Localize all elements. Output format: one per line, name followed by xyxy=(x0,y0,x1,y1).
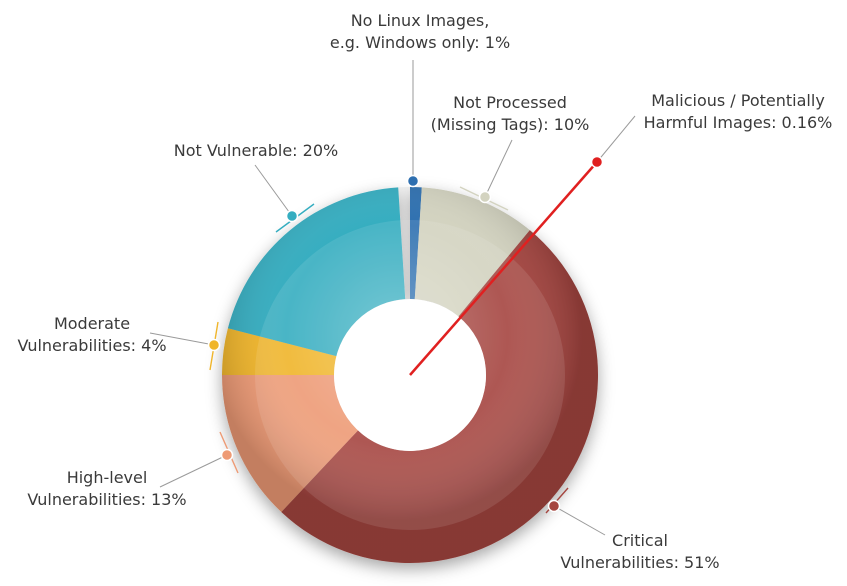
label-line: Vulnerabilities: 4% xyxy=(17,336,166,355)
label-line: Critical xyxy=(612,531,668,550)
malicious-indicator xyxy=(409,161,598,376)
marker-dot xyxy=(478,190,492,204)
label-no-linux-images: No Linux Images, e.g. Windows only: 1% xyxy=(330,11,510,52)
marker-dot xyxy=(207,338,221,352)
label-line: (Missing Tags): 10% xyxy=(431,115,590,134)
label-line: e.g. Windows only: 1% xyxy=(330,33,510,52)
label-line: Vulnerabilities: 13% xyxy=(27,490,186,509)
slice-malicious-needle xyxy=(409,161,598,376)
leader-line xyxy=(484,139,513,198)
label-not-vulnerable-20: Not Vulnerable: 20% xyxy=(174,141,338,160)
marker-dot xyxy=(285,209,299,223)
label-line: Malicious / Potentially xyxy=(651,91,825,110)
inner-ring-highlight xyxy=(255,220,565,530)
leader-line xyxy=(553,505,606,536)
label-line: No Linux Images, xyxy=(351,11,490,30)
label-line: Not Processed xyxy=(453,93,567,112)
marker-dot xyxy=(590,155,604,169)
label-line: High-level xyxy=(67,468,148,487)
label-line: Harmful Images: 0.16% xyxy=(644,113,833,132)
label-malicious-potentially: Malicious / Potentially Harmful Images: 0… xyxy=(644,91,833,132)
label-not-processed: Not Processed (Missing Tags): 10% xyxy=(431,93,590,134)
marker-dot xyxy=(547,499,561,513)
label-line: Vulnerabilities: 51% xyxy=(560,553,719,572)
slice-labels: Critical Vulnerabilities: 51% High-level Vu… xyxy=(17,11,832,572)
label-line: Moderate xyxy=(54,314,130,333)
ring-highlights xyxy=(222,187,598,563)
label-high-level: High-level Vulnerabilities: 13% xyxy=(27,468,186,509)
marker-dot xyxy=(406,174,420,188)
leader-line xyxy=(149,332,215,346)
ring-gloss xyxy=(222,187,598,563)
leader-line xyxy=(159,454,228,488)
leader-line xyxy=(254,164,293,217)
label-critical: Critical Vulnerabilities: 51% xyxy=(560,531,719,572)
marker-dot xyxy=(220,448,234,462)
label-line: Not Vulnerable: 20% xyxy=(174,141,338,160)
leader-line xyxy=(596,115,636,163)
label-moderate: Moderate Vulnerabilities: 4% xyxy=(17,314,166,355)
